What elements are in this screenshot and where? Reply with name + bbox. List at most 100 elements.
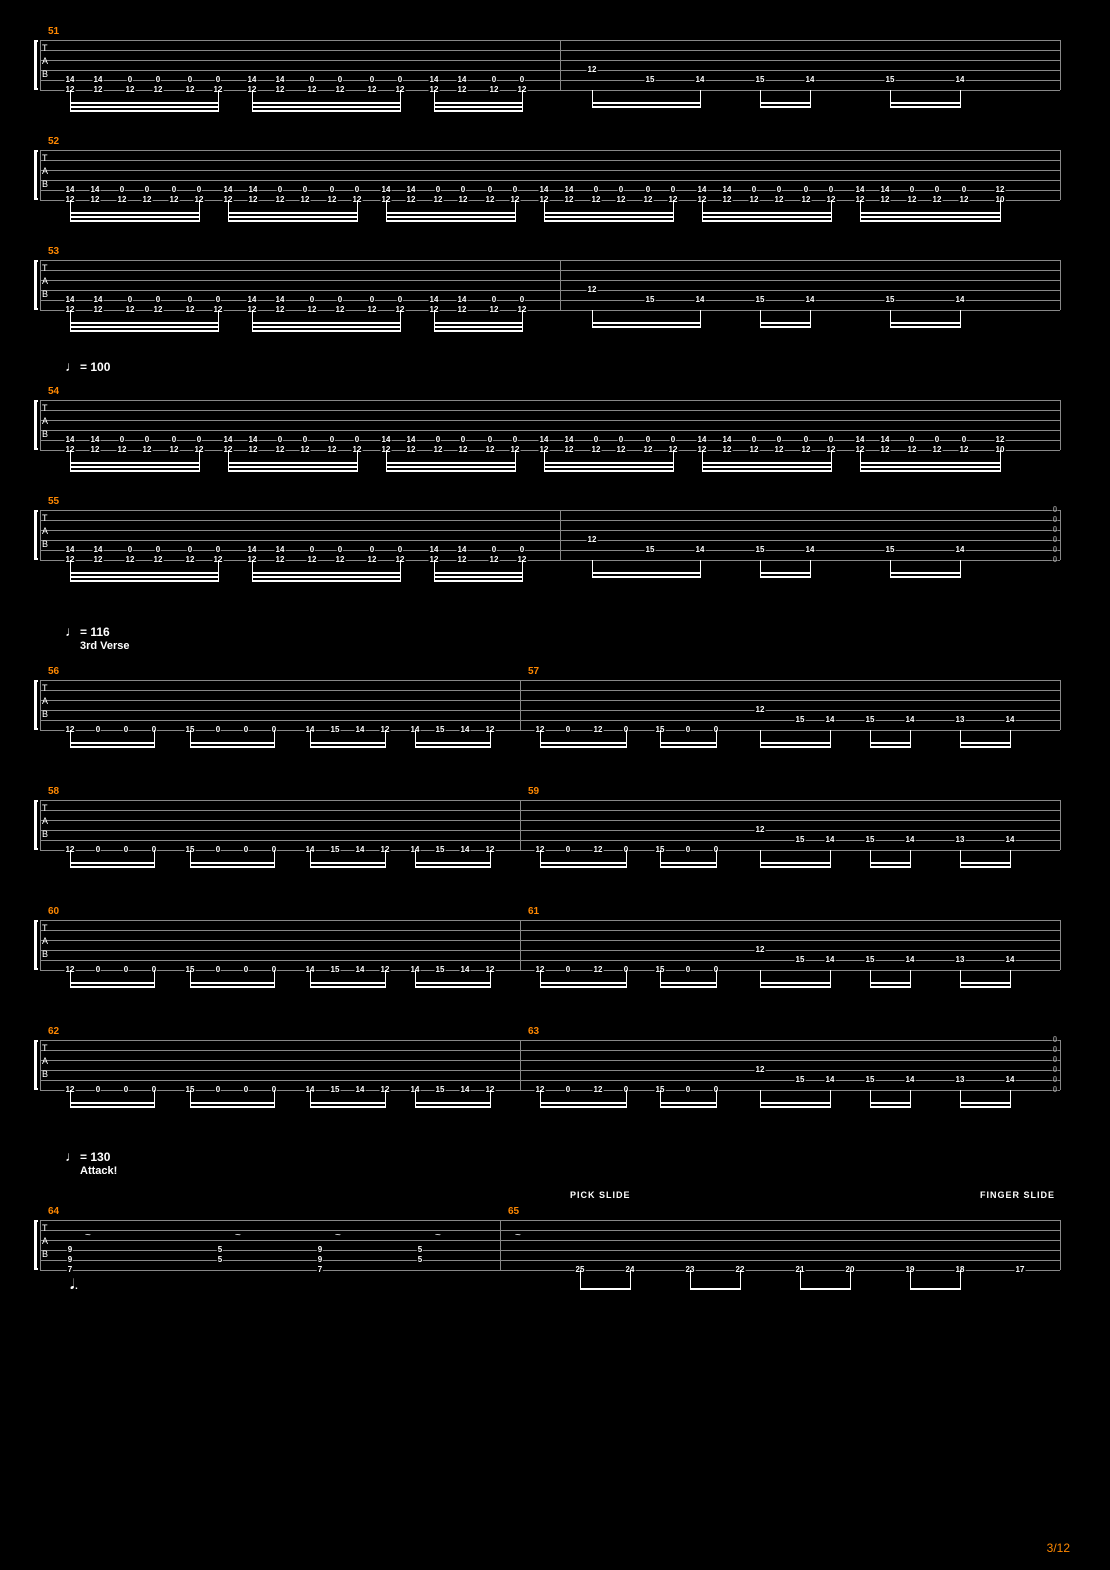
fret-number: 0 — [776, 436, 782, 444]
fret-number: 0 — [519, 546, 525, 554]
fret-number: 14 — [1005, 836, 1016, 844]
fret-number: 12 — [457, 86, 468, 94]
fret-number: 14 — [955, 76, 966, 84]
tab-staff: TAB1200015000141514121415141212012015001… — [40, 1040, 1060, 1090]
fret-number: 12 — [153, 86, 164, 94]
fret-number: 12 — [489, 556, 500, 564]
fret-number: 12 — [774, 446, 785, 454]
end-mark: 0 — [1052, 1076, 1058, 1084]
tab-clef: TAB — [42, 682, 48, 721]
fret-number: 14 — [1005, 956, 1016, 964]
fret-number: 12 — [275, 556, 286, 564]
end-mark: 0 — [1052, 556, 1058, 564]
fret-number: 0 — [123, 726, 129, 734]
fret-number: 14 — [457, 76, 468, 84]
fret-number: 12 — [367, 306, 378, 314]
fret-number: 15 — [435, 966, 446, 974]
fret-number: 0 — [776, 186, 782, 194]
fret-number: 14 — [539, 186, 550, 194]
fret-number: 0 — [309, 546, 315, 554]
fret-number: 0 — [95, 966, 101, 974]
fret-number: 14 — [275, 76, 286, 84]
end-mark: 0 — [1052, 536, 1058, 544]
fret-number: 14 — [429, 296, 440, 304]
tab-system-58: 5859TAB120001500014151412141514121201201… — [40, 800, 1060, 850]
tab-clef: TAB — [42, 42, 48, 81]
fret-number: 15 — [645, 546, 656, 554]
fret-number: 15 — [885, 296, 896, 304]
fret-number: 14 — [90, 186, 101, 194]
fret-number: 0 — [618, 186, 624, 194]
staff-bracket — [34, 920, 38, 970]
fret-number: 0 — [337, 76, 343, 84]
fret-number: 12 — [406, 446, 417, 454]
fret-number: 0 — [127, 76, 133, 84]
fret-number: 12 — [300, 196, 311, 204]
staff-bracket — [34, 1040, 38, 1090]
fret-number: 12 — [755, 946, 766, 954]
fret-number: 0 — [215, 846, 221, 854]
fret-number: 7 — [67, 1266, 73, 1274]
fret-number: 12 — [591, 196, 602, 204]
fret-number: 12 — [801, 196, 812, 204]
fret-number: 12 — [125, 306, 136, 314]
fret-number: 12 — [593, 726, 604, 734]
measure-number: 59 — [528, 786, 539, 797]
fret-number: 12 — [433, 446, 444, 454]
fret-number: 14 — [825, 1076, 836, 1084]
fret-number: 0 — [645, 436, 651, 444]
fret-number: 14 — [248, 186, 259, 194]
fret-number: 12 — [327, 196, 338, 204]
tab-system-54: 54♩= 100TAB14121412012012012012141214120… — [40, 400, 1060, 450]
fret-number: 14 — [247, 296, 258, 304]
fret-number: 12 — [185, 306, 196, 314]
fret-number: 5 — [217, 1256, 223, 1264]
fret-number: 12 — [275, 446, 286, 454]
fret-number: 14 — [880, 436, 891, 444]
fret-number: 0 — [215, 726, 221, 734]
fret-number: 15 — [885, 546, 896, 554]
fret-number: 12 — [485, 196, 496, 204]
fret-number: 14 — [429, 76, 440, 84]
fret-number: 13 — [955, 1076, 966, 1084]
tab-system-51: 51TAB14140000141400001414001212121212121… — [40, 40, 1060, 90]
fret-number: 0 — [961, 186, 967, 194]
fret-number: 0 — [909, 186, 915, 194]
fret-number: 0 — [277, 436, 283, 444]
staff-bracket — [34, 400, 38, 450]
fret-number: 14 — [722, 436, 733, 444]
fret-number: 14 — [275, 296, 286, 304]
fret-number: 14 — [90, 436, 101, 444]
fret-number: 12 — [142, 446, 153, 454]
tab-staff: TAB1414000014140000141400121212121212121… — [40, 40, 1060, 90]
measure-number: 52 — [48, 136, 59, 147]
fret-number: 12 — [117, 196, 128, 204]
fret-number: 14 — [65, 186, 76, 194]
fret-number: 12 — [153, 306, 164, 314]
fret-number: 12 — [248, 446, 259, 454]
fret-number: 0 — [565, 726, 571, 734]
fret-number: 5 — [217, 1246, 223, 1254]
fret-number: 0 — [491, 296, 497, 304]
fret-number: 12 — [185, 556, 196, 564]
tempo-marking: = 116 — [80, 625, 110, 639]
fret-number: 0 — [487, 186, 493, 194]
fret-number: 0 — [329, 436, 335, 444]
fret-number: 14 — [275, 546, 286, 554]
fret-number: 15 — [330, 966, 341, 974]
fret-number: 0 — [95, 1086, 101, 1094]
fret-number: 14 — [65, 546, 76, 554]
tab-staff: TAB1200015000141514121415141212012015001… — [40, 800, 1060, 850]
fret-number: 0 — [751, 186, 757, 194]
fret-number: 5 — [417, 1256, 423, 1264]
tab-clef: TAB — [42, 402, 48, 441]
tab-system-64: 64♩= 130Attack!PICK SLIDEFINGER SLIDE65T… — [40, 1220, 1060, 1270]
end-mark: 0 — [1052, 1056, 1058, 1064]
fret-number: 12 — [880, 446, 891, 454]
fret-number: 0 — [243, 966, 249, 974]
measure-number: 63 — [528, 1026, 539, 1037]
measure-number: 60 — [48, 906, 59, 917]
fret-number: 12 — [593, 1086, 604, 1094]
fret-number: 14 — [406, 186, 417, 194]
fret-number: 12 — [433, 196, 444, 204]
